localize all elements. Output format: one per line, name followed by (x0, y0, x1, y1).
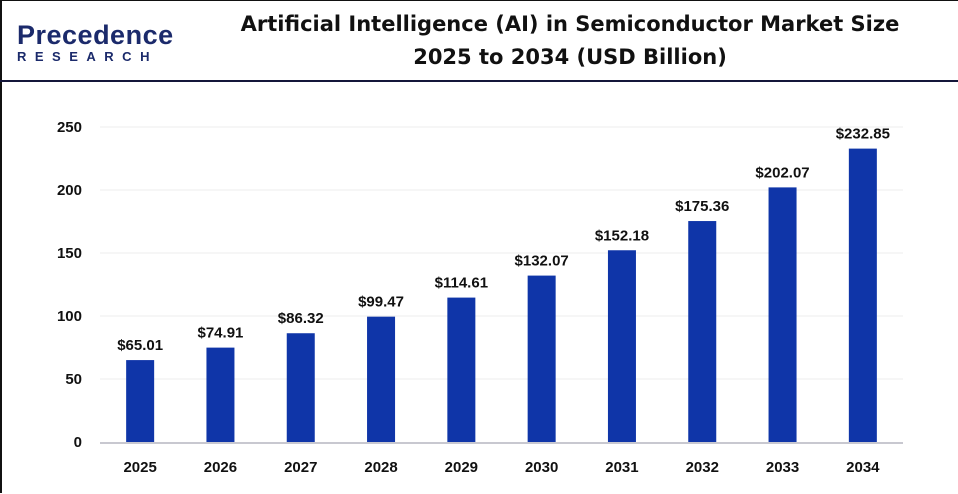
x-tick-label: 2029 (445, 459, 478, 476)
x-tick-label: 2028 (364, 459, 397, 476)
header-divider (0, 80, 958, 82)
data-label: $175.36 (675, 198, 729, 215)
x-tick-label: 2032 (686, 459, 719, 476)
y-tick-label: 150 (57, 245, 82, 262)
data-label: $152.18 (595, 227, 649, 244)
bar-2031 (607, 250, 636, 442)
data-label: $132.07 (515, 253, 569, 270)
data-label: $74.91 (198, 325, 244, 342)
x-tick-label: 2034 (846, 459, 880, 476)
data-label: $114.61 (435, 275, 488, 292)
bar-2025 (126, 360, 155, 442)
title-line-1: Artificial Intelligence (AI) in Semicond… (240, 12, 900, 36)
bar-2032 (688, 221, 717, 442)
logo-line1: Precedence (17, 20, 174, 50)
y-tick-label: 100 (57, 308, 82, 325)
logo: Precedence RESEARCH (17, 20, 174, 65)
y-tick-label: 50 (65, 371, 82, 388)
bar-2030 (527, 275, 556, 442)
y-tick-label: 250 (57, 119, 82, 136)
bar-2033 (768, 187, 797, 442)
chart-title: Artificial Intelligence (AI) in Semicond… (200, 8, 940, 74)
data-label: $99.47 (358, 294, 404, 311)
logo-line2: RESEARCH (17, 49, 158, 64)
title-line-2: 2025 to 2034 (USD Billion) (413, 45, 727, 69)
x-tick-label: 2031 (605, 459, 638, 476)
bar-2028 (367, 316, 396, 442)
data-label: $65.01 (117, 337, 163, 354)
bar-2027 (286, 333, 315, 442)
data-label: $202.07 (755, 164, 809, 181)
x-tick-label: 2033 (766, 459, 799, 476)
bar-2029 (447, 297, 476, 442)
bar-2026 (206, 347, 235, 442)
bar-2034 (848, 148, 877, 442)
x-tick-label: 2025 (123, 459, 156, 476)
x-tick-label: 2027 (284, 459, 317, 476)
data-label: $232.85 (836, 126, 890, 143)
y-tick-label: 200 (57, 182, 82, 199)
y-tick-label: 0 (74, 434, 82, 451)
x-tick-label: 2030 (525, 459, 558, 476)
x-tick-label: 2026 (204, 459, 237, 476)
data-label: $86.32 (278, 310, 324, 327)
